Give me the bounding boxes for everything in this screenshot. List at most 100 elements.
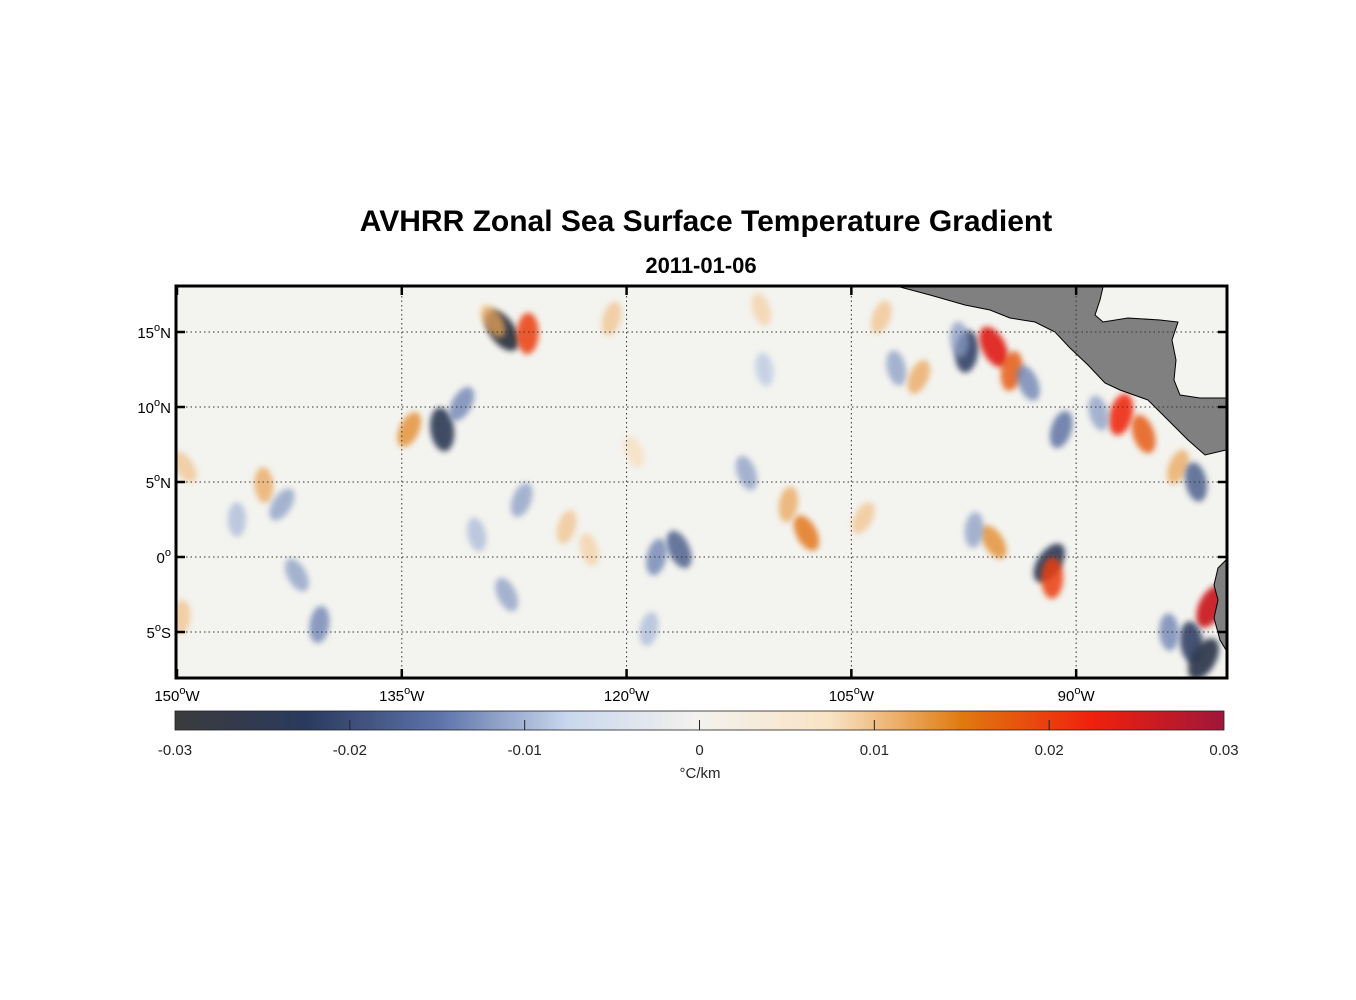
hemisphere-letter: N [160,325,171,342]
gradient-feature [1088,395,1109,431]
gradient-feature [1166,449,1190,485]
y-tick-label: 5oS [147,622,171,642]
colorbar-tick-label: -0.01 [508,742,542,759]
central-america-land [899,287,1226,456]
tick-number: 135 [379,688,404,705]
degree-mark: o [154,472,160,484]
gradient-feature [601,301,622,336]
gradient-feature [1159,613,1179,651]
gradient-feature [579,532,599,567]
degree-mark: o [1074,685,1080,697]
hemisphere-letter: W [635,688,650,705]
colorbar-tick-label: 0.02 [1035,742,1064,759]
hemisphere-letter: S [161,625,171,642]
gradient-feature [227,502,246,537]
gradient-feature [177,451,197,483]
y-tick-label: 10oN [137,397,171,417]
colorbar-tick-label: 0.01 [860,742,889,759]
gradient-feature [793,515,820,551]
gradient-feature [1000,351,1023,391]
gradient-feature [870,300,892,334]
y-tick-label: 5oN [146,472,171,492]
gradient-feature [639,611,659,647]
gradient-feature [1108,393,1134,436]
hemisphere-letter: W [410,688,425,705]
gradient-feature [755,352,774,387]
tick-number: 105 [829,688,854,705]
x-tick-label: 105oW [829,685,875,705]
map-frame [174,284,1229,680]
gradient-feature [1184,462,1208,502]
degree-mark: o [155,622,161,634]
gradient-feature [467,517,487,552]
degree-mark: o [854,685,860,697]
degree-mark: o [179,685,185,697]
gradient-feature [556,510,577,544]
gradient-feature [1131,414,1156,454]
gradient-feature [510,482,533,518]
gradient-feature [646,538,667,576]
gradient-feature [980,525,1007,559]
x-tick-label: 120oW [604,685,650,705]
x-tick-label: 150oW [154,685,200,705]
gradient-feature [624,436,645,468]
y-tick-label: 15oN [137,322,171,342]
gradient-feature [751,293,772,326]
tick-number: 0 [157,550,165,567]
colorbar-tick-label: -0.03 [158,742,192,759]
gradient-feature [1049,410,1073,449]
x-tick-label: 90oW [1058,685,1096,705]
tick-number: 10 [137,400,154,417]
gradient-feature [886,350,907,386]
gradient-feature [269,488,295,521]
hemisphere-letter: W [1080,688,1095,705]
map-title: AVHRR Zonal Sea Surface Temperature Grad… [359,205,1053,238]
gradient-feature [735,455,758,491]
gradient-feature [1041,557,1064,599]
gradient-feature [397,412,422,447]
gradient-feature [1016,365,1040,401]
hemisphere-letter: W [185,688,200,705]
hemisphere-letter: N [160,475,171,492]
colorbar: -0.03 -0.02 -0.01 0 0.01 0.02 0.03 [158,710,1239,759]
south-america-land [1213,559,1226,651]
tick-number: 5 [147,625,155,642]
gradient-feature [480,305,506,338]
gradient-feature [516,312,539,355]
gradient-feature [449,386,475,422]
gradient-feature [778,486,799,523]
colorbar-tick-label: 0 [695,742,703,759]
tick-number: 150 [154,688,179,705]
x-tick-label: 135oW [379,685,425,705]
gradient-feature [177,599,191,635]
colorbar-tick-label: 0.03 [1209,742,1238,759]
degree-mark: o [154,322,160,334]
hemisphere-letter: N [160,400,171,417]
gradient-field [177,293,1226,677]
map-subtitle: 2011-01-06 [645,253,757,278]
gradient-feature [666,530,692,569]
land-mask [899,287,1226,651]
gradient-feature [254,467,274,503]
y-tick-label: 0o [157,547,171,567]
colorbar-label: °C/km [680,765,721,782]
degree-mark: o [629,685,635,697]
gradient-feature [964,512,984,548]
gradient-feature [979,326,1009,368]
degree-mark: o [404,685,410,697]
gradient-feature [851,502,875,534]
tick-number: 120 [604,688,629,705]
degree-mark: o [154,397,160,409]
hemisphere-letter: W [860,688,875,705]
gradient-feature [949,321,969,358]
colorbar-tick-label: -0.02 [333,742,367,759]
gradient-feature [309,605,330,644]
tick-number: 5 [146,475,154,492]
gradient-feature [495,577,519,612]
tick-number: 15 [137,325,154,342]
gradient-feature [1187,638,1220,677]
tick-number: 90 [1058,688,1075,705]
gradient-feature [907,360,931,394]
